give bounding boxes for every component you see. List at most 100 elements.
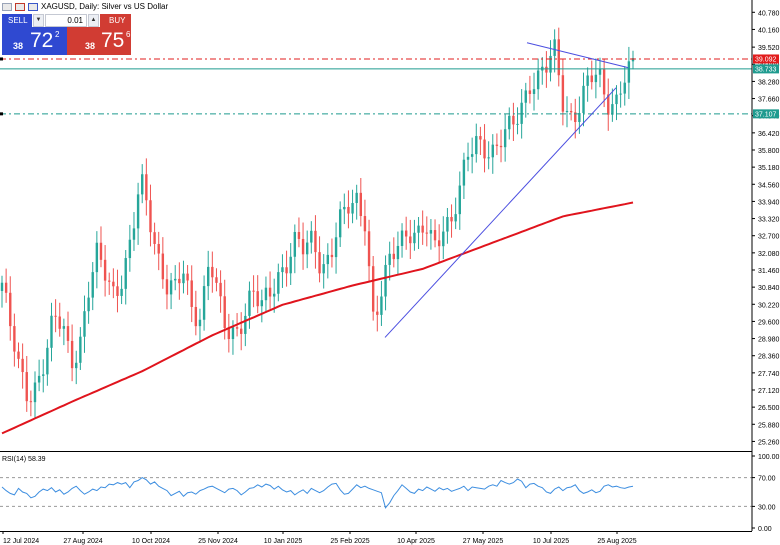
candle-body — [594, 74, 598, 83]
candle-body — [627, 61, 631, 83]
candle-body — [33, 382, 37, 403]
candle-body — [112, 281, 115, 287]
candle-body — [194, 306, 198, 327]
candle-body — [83, 311, 86, 337]
lot-increase-icon[interactable]: ▲ — [88, 14, 99, 27]
y-tick-label: 25.880 — [758, 422, 780, 429]
candle-body — [330, 254, 334, 258]
candle-body — [70, 340, 74, 369]
candle-body — [260, 300, 264, 307]
candle-body — [561, 75, 565, 112]
lot-input[interactable]: 0.01 — [45, 14, 87, 27]
symbol-icon[interactable] — [28, 2, 38, 11]
candle-body — [272, 293, 276, 297]
buy-price-prefix: 38 — [85, 41, 96, 51]
y-tick-label: 32.700 — [758, 234, 780, 241]
candle-body — [211, 266, 214, 278]
candle-body — [598, 69, 602, 75]
candle-body — [99, 242, 103, 260]
sell-price[interactable]: 38 72 2 — [2, 27, 67, 55]
candle-body — [607, 94, 610, 115]
support-trendline — [384, 87, 617, 338]
candle-body — [103, 259, 107, 281]
x-tick-label: 10 Jul 2025 — [533, 538, 569, 545]
candle-body — [165, 279, 169, 295]
candle-body — [384, 264, 387, 297]
candle-body — [17, 351, 20, 359]
indicator-icon[interactable] — [15, 2, 25, 11]
candle-body — [281, 267, 284, 273]
price-tag-label: 37.107 — [755, 111, 777, 118]
level-marker — [0, 112, 3, 116]
y-tick-label: 30.220 — [758, 302, 780, 309]
candle-body — [169, 280, 173, 295]
candle-body — [4, 282, 8, 293]
candle-body — [145, 174, 148, 201]
candle-body — [586, 75, 589, 86]
candle-body — [46, 347, 49, 375]
candle-body — [578, 113, 581, 123]
candle-body — [582, 85, 585, 114]
candle-body — [392, 253, 395, 260]
candle-body — [611, 104, 614, 115]
y-tick-label: 36.420 — [758, 131, 780, 138]
candle-body — [359, 192, 363, 217]
lot-decrease-icon[interactable]: ▼ — [33, 14, 44, 27]
y-tick-label: 32.080 — [758, 251, 780, 258]
chart-header: XAGUSD, Daily: Silver vs US Dollar — [2, 2, 168, 11]
candle-body — [116, 286, 119, 296]
candle-body — [437, 240, 441, 247]
candle-body — [310, 230, 313, 243]
candle-body — [429, 230, 433, 234]
candle-body — [198, 319, 202, 327]
candle-body — [95, 242, 99, 273]
chart-title: XAGUSD, Daily: Silver vs US Dollar — [41, 2, 169, 11]
candle-body — [351, 203, 354, 214]
candle-body — [388, 253, 391, 265]
y-tick-label: 33.320 — [758, 217, 780, 224]
candle-body — [231, 327, 235, 340]
candle-body — [248, 290, 251, 316]
candle-body — [227, 327, 231, 340]
buy-price[interactable]: 38 75 6 — [67, 27, 131, 55]
level-marker — [0, 57, 3, 61]
price-tag — [753, 64, 779, 74]
candle-body — [186, 273, 189, 281]
candle-body — [252, 290, 255, 292]
y-tick-label: 39.520 — [758, 45, 780, 52]
buy-price-big: 75 — [101, 29, 125, 52]
candle-body — [367, 231, 371, 267]
rsi-tick-label: 70.00 — [758, 476, 776, 483]
candle-body — [87, 297, 90, 312]
candle-body — [153, 232, 156, 244]
y-tick-label: 40.780 — [758, 10, 780, 17]
y-tick-label: 28.360 — [758, 354, 780, 361]
candle-body — [240, 328, 243, 334]
candle-body — [512, 115, 515, 125]
x-tick-label: 25 Aug 2025 — [597, 538, 636, 545]
candle-body — [454, 214, 457, 222]
buy-button[interactable]: BUY — [100, 14, 131, 27]
y-tick-label: 25.260 — [758, 439, 780, 446]
rsi-tick-label: 30.00 — [758, 504, 776, 511]
candle-body — [619, 93, 622, 95]
candle-body — [404, 230, 408, 237]
candle-body — [536, 70, 540, 90]
y-tick-label: 26.500 — [758, 405, 780, 412]
candle-body — [235, 327, 239, 329]
window-icon[interactable] — [2, 2, 12, 11]
candle-body — [322, 264, 325, 274]
candle-body — [545, 66, 548, 73]
candle-body — [178, 278, 181, 284]
candle-body — [149, 200, 152, 233]
candle-body — [524, 90, 527, 103]
candle-body — [108, 280, 111, 282]
candle-body — [62, 326, 66, 329]
candle-body — [124, 258, 127, 289]
sell-button[interactable]: SELL — [2, 14, 32, 27]
price-tag — [753, 54, 779, 64]
candle-body — [293, 231, 297, 257]
candle-body — [503, 129, 507, 148]
rsi-title: RSI(14) 58.39 — [2, 456, 46, 463]
